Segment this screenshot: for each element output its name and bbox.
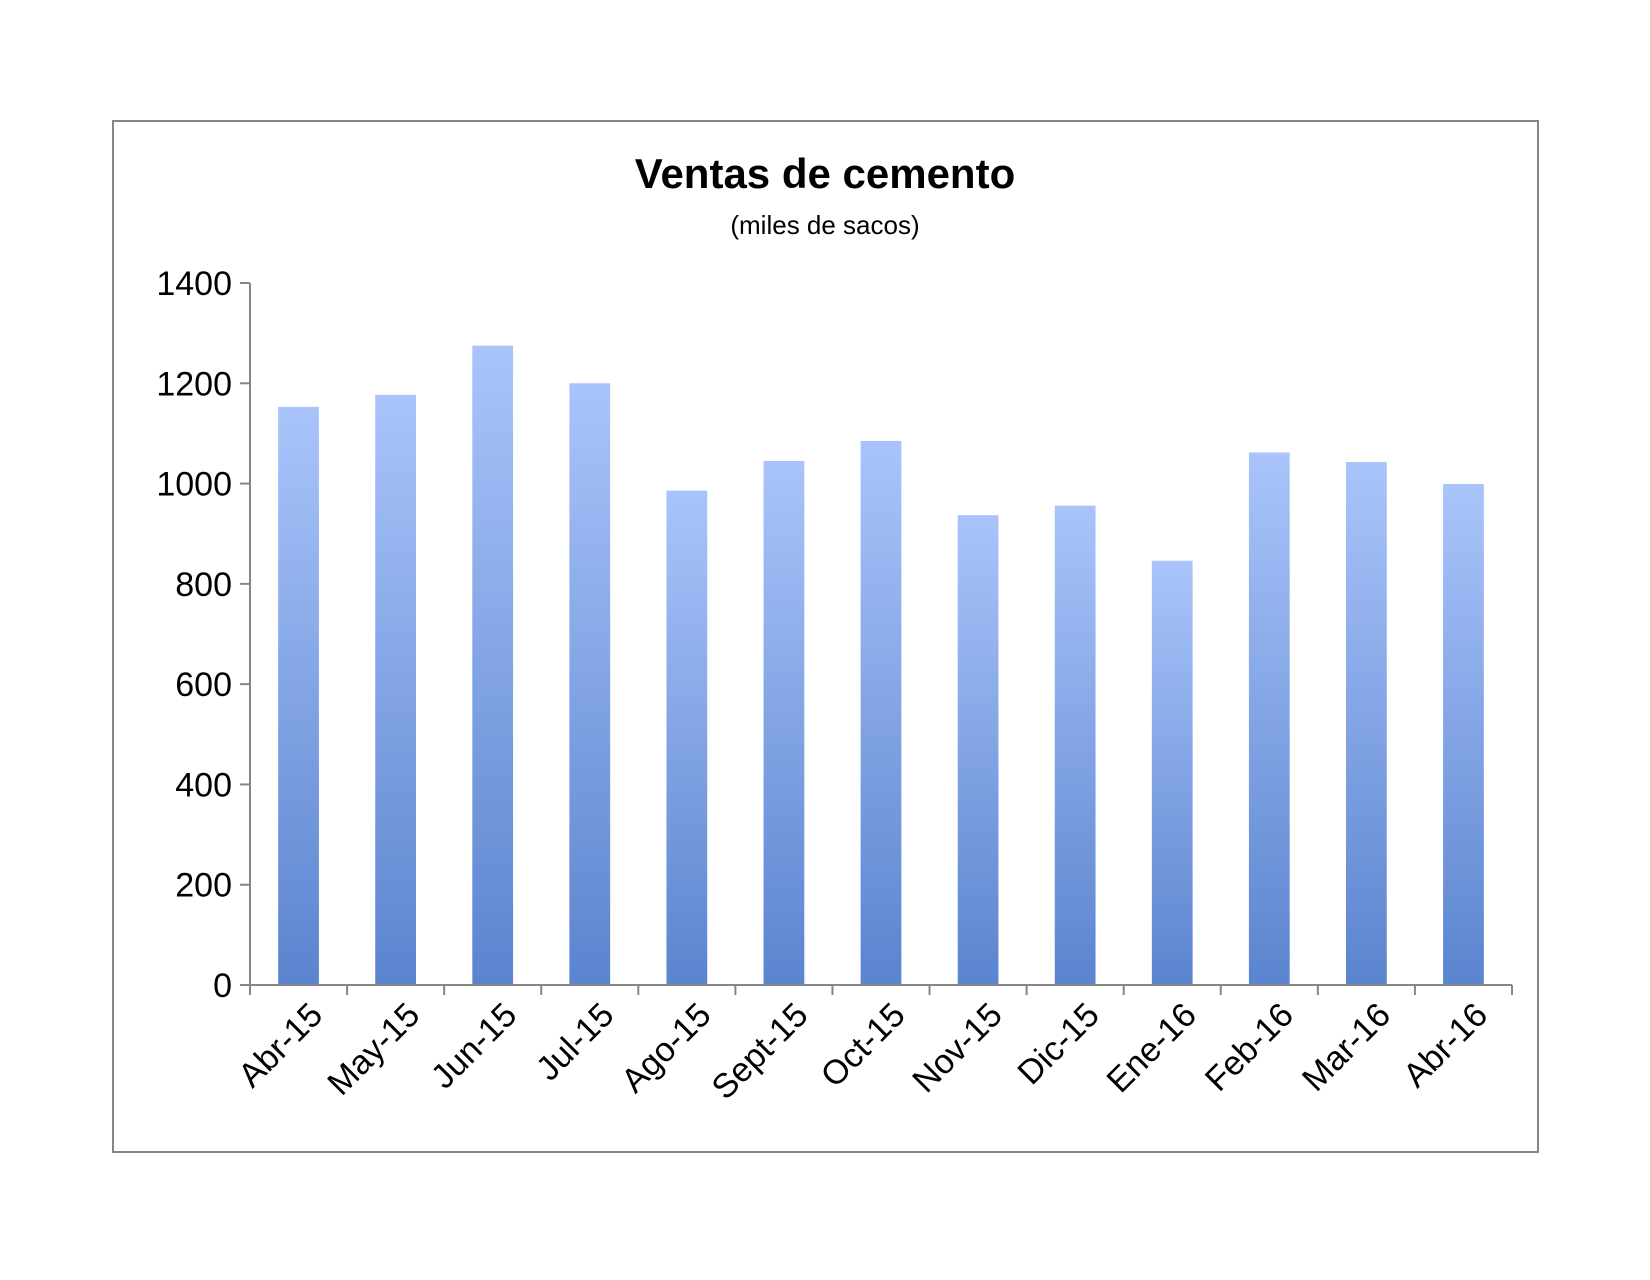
- bar: [763, 461, 805, 985]
- chart-title: Ventas de cemento: [635, 150, 1015, 197]
- bar: [1054, 505, 1096, 985]
- bar: [1345, 462, 1387, 985]
- bar: [472, 345, 514, 985]
- y-tick-label: 200: [175, 867, 232, 905]
- chart-subtitle: (miles de sacos): [730, 210, 919, 240]
- y-tick-label: 1400: [156, 265, 232, 303]
- bar: [666, 490, 708, 985]
- bar: [1151, 560, 1193, 985]
- bar: [375, 394, 417, 985]
- bar: [860, 440, 902, 985]
- y-tick-label: 800: [175, 566, 232, 604]
- y-tick-label: 400: [175, 766, 232, 804]
- bar: [278, 406, 319, 985]
- y-tick-label: 1200: [156, 365, 232, 403]
- bar: [957, 515, 999, 985]
- y-tick-label: 600: [175, 666, 232, 704]
- chart-border: [112, 120, 1539, 1153]
- bar: [1443, 484, 1484, 985]
- y-tick-label: 0: [213, 967, 232, 1005]
- bar: [1248, 452, 1290, 985]
- bar: [569, 383, 611, 985]
- y-tick-label: 1000: [156, 466, 232, 504]
